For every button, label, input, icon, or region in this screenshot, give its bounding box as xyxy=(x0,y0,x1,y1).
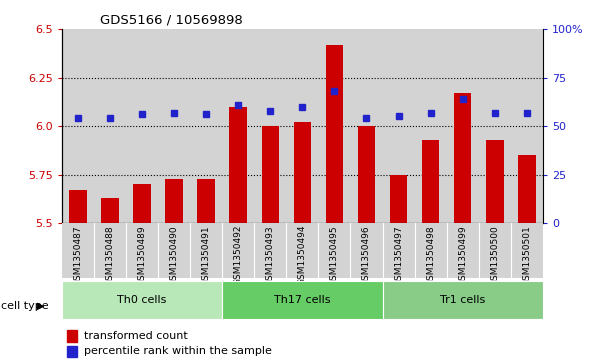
Text: cell type: cell type xyxy=(1,301,49,311)
Text: GSM1350495: GSM1350495 xyxy=(330,225,339,286)
Bar xyxy=(422,140,440,223)
Bar xyxy=(358,126,375,223)
Text: GSM1350488: GSM1350488 xyxy=(106,225,114,286)
Text: GSM1350496: GSM1350496 xyxy=(362,225,371,286)
Text: GDS5166 / 10569898: GDS5166 / 10569898 xyxy=(100,13,243,26)
Bar xyxy=(326,45,343,223)
Text: GSM1350498: GSM1350498 xyxy=(426,225,435,286)
Bar xyxy=(67,346,77,357)
Text: GSM1350499: GSM1350499 xyxy=(458,225,467,286)
Text: GSM1350500: GSM1350500 xyxy=(490,225,499,286)
Bar xyxy=(101,198,119,223)
Bar xyxy=(230,107,247,223)
Text: GSM1350497: GSM1350497 xyxy=(394,225,403,286)
Text: Th0 cells: Th0 cells xyxy=(117,295,167,305)
Bar xyxy=(133,184,151,223)
Bar xyxy=(165,179,183,223)
Text: GSM1350489: GSM1350489 xyxy=(137,225,146,286)
Text: GSM1350487: GSM1350487 xyxy=(74,225,83,286)
Bar xyxy=(222,281,382,319)
Bar xyxy=(62,281,222,319)
Bar xyxy=(486,140,503,223)
Text: GSM1350491: GSM1350491 xyxy=(202,225,211,286)
Bar xyxy=(454,93,471,223)
Bar xyxy=(294,122,311,223)
Text: transformed count: transformed count xyxy=(84,331,188,340)
Bar xyxy=(518,155,536,223)
Bar xyxy=(69,190,87,223)
Text: ▶: ▶ xyxy=(37,301,45,311)
Bar xyxy=(67,330,77,342)
Text: Th17 cells: Th17 cells xyxy=(274,295,330,305)
Text: Tr1 cells: Tr1 cells xyxy=(440,295,486,305)
Text: percentile rank within the sample: percentile rank within the sample xyxy=(84,346,271,356)
Bar xyxy=(261,126,279,223)
Text: GSM1350492: GSM1350492 xyxy=(234,225,242,285)
Bar xyxy=(198,179,215,223)
Text: GSM1350493: GSM1350493 xyxy=(266,225,275,286)
Text: GSM1350501: GSM1350501 xyxy=(522,225,531,286)
Bar xyxy=(390,175,407,223)
Text: GSM1350490: GSM1350490 xyxy=(170,225,179,286)
Text: GSM1350494: GSM1350494 xyxy=(298,225,307,285)
Bar xyxy=(382,281,543,319)
